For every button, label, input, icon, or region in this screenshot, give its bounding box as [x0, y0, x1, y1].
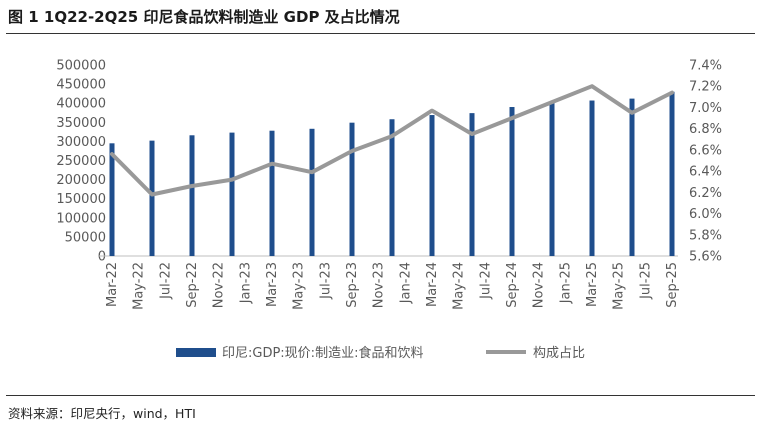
bar — [629, 98, 635, 256]
right-tick-label: 6.8% — [689, 122, 722, 137]
x-tick-label: Jan-23 — [238, 262, 253, 304]
right-tick-label: 7.0% — [689, 101, 722, 116]
left-tick-label: 400000 — [56, 97, 106, 112]
bar — [389, 119, 395, 256]
x-tick-label: Nov-22 — [212, 262, 227, 308]
x-tick-label: Sep-25 — [665, 262, 680, 308]
x-tick-label: May-24 — [452, 262, 467, 310]
x-tick-label: May-22 — [132, 262, 147, 310]
x-tick-label: Sep-22 — [185, 262, 200, 308]
bar — [589, 100, 595, 256]
right-axis-ticks: 5.6% 5.8% 6.0% 6.2% 6.4% 6.6% 6.8% 7.0% 7.2% 7.4% — [689, 59, 722, 265]
left-tick-label: 100000 — [56, 211, 106, 226]
top-rule — [6, 33, 755, 34]
left-tick-label: 450000 — [56, 78, 106, 93]
right-tick-label: 5.6% — [689, 250, 722, 265]
bar — [509, 107, 515, 257]
x-tick-label: Mar-22 — [105, 262, 120, 307]
source-note: 资料来源：印尼央行，wind，HTI — [8, 406, 196, 421]
left-axis-ticks: 0 50000 100000 150000 200000 250000 300000 3500… — [56, 59, 106, 265]
x-tick-label: Jul-23 — [318, 262, 333, 300]
x-tick-label: May-23 — [292, 262, 307, 310]
x-tick-label: May-25 — [612, 262, 627, 310]
x-tick-label: Nov-24 — [532, 262, 547, 308]
x-tick-label: Jan-24 — [398, 262, 413, 304]
left-tick-label: 500000 — [56, 59, 106, 74]
figure-title: 图 1 1Q22-2Q25 印尼食品饮料制造业 GDP 及占比情况 — [8, 8, 400, 26]
left-tick-label: 250000 — [56, 154, 106, 169]
x-tick-label: Jul-24 — [478, 262, 493, 300]
bar — [669, 91, 675, 257]
x-tick-label: Nov-23 — [372, 262, 387, 308]
chart-area: 0 50000 100000 150000 200000 250000 300000 3500… — [56, 59, 722, 362]
bottom-rule — [6, 395, 755, 396]
right-tick-label: 7.4% — [689, 59, 722, 74]
legend-line-label: 构成占比 — [533, 346, 585, 361]
bar — [269, 130, 275, 256]
right-tick-label: 6.0% — [689, 207, 722, 222]
bar — [549, 102, 555, 256]
left-tick-label: 0 — [98, 250, 106, 265]
left-tick-label: 300000 — [56, 135, 106, 150]
x-tick-label: Jul-25 — [638, 262, 653, 300]
right-tick-label: 7.2% — [689, 80, 722, 95]
x-tick-label: Sep-24 — [505, 262, 520, 308]
bar — [429, 115, 435, 257]
x-axis-ticks: Mar-22 May-22 Jul-22 Sep-22 Nov-22 Jan-23 Mar-… — [105, 262, 680, 310]
legend-bar-label: 印尼:GDP:现价:制造业:食品和饮料 — [222, 345, 423, 361]
right-tick-label: 6.4% — [689, 165, 722, 180]
x-tick-label: Mar-23 — [265, 262, 280, 307]
left-tick-label: 200000 — [56, 173, 106, 188]
right-tick-label: 5.8% — [689, 228, 722, 243]
bar — [309, 128, 315, 256]
x-tick-label: Jul-22 — [158, 262, 173, 300]
x-tick-label: Sep-23 — [345, 262, 360, 308]
ratio-line — [110, 84, 674, 197]
right-tick-label: 6.2% — [689, 186, 722, 201]
legend-bar-swatch — [176, 348, 216, 357]
bar — [229, 132, 235, 256]
bar — [469, 113, 475, 256]
bar-series — [109, 91, 675, 257]
bar — [109, 143, 115, 256]
bar — [349, 122, 355, 256]
legend: 印尼:GDP:现价:制造业:食品和饮料 构成占比 — [176, 345, 585, 361]
left-tick-label: 150000 — [56, 192, 106, 207]
bar — [189, 135, 195, 256]
x-tick-label: Mar-24 — [425, 262, 440, 307]
x-tick-label: Mar-25 — [585, 262, 600, 307]
x-tick-label: Jan-25 — [558, 262, 573, 304]
bar — [149, 140, 155, 256]
right-tick-label: 6.6% — [689, 143, 722, 158]
left-tick-label: 50000 — [65, 230, 106, 245]
left-tick-label: 350000 — [56, 116, 106, 131]
